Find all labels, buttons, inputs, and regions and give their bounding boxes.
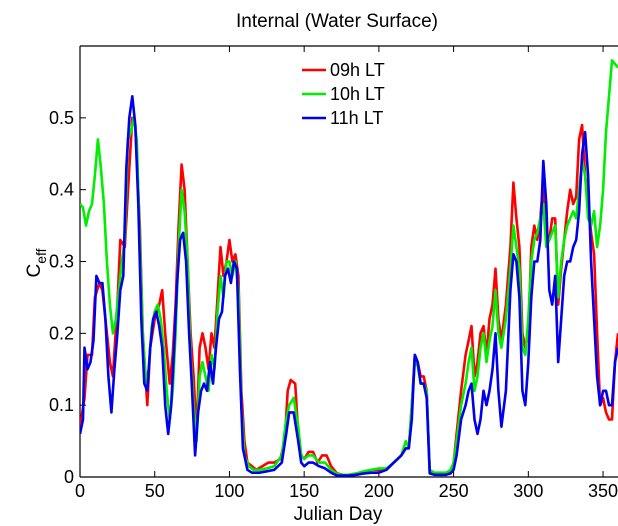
y-axis-label-subscript: eff	[33, 248, 49, 263]
y-tick-label: 0.2	[49, 323, 74, 343]
legend: 09h LT 10h LT 11h LT	[302, 60, 385, 128]
x-tick-label: 200	[364, 481, 394, 501]
x-axis-label: Julian Day	[294, 504, 383, 525]
y-tick-label: 0.3	[49, 252, 74, 272]
x-tick-label: 0	[75, 481, 85, 501]
x-tick-label: 50	[145, 481, 165, 501]
x-tick-label: 300	[513, 481, 543, 501]
y-ticks: 0 0.1 0.2 0.3 0.4 0.5	[49, 108, 86, 487]
x-tick-label: 150	[289, 481, 319, 501]
x-tick-label: 350	[588, 481, 618, 501]
x-tick-label: 250	[439, 481, 469, 501]
plot-area: 0 50 100 150 200 250 300 350 0 0.1 0.2 0.3 0.4 0.5	[49, 45, 618, 501]
legend-label: 11h LT	[330, 108, 383, 128]
series-line-11h-lt	[80, 95, 618, 477]
y-axis-label: Ceff	[24, 248, 49, 277]
y-tick-label: 0	[64, 467, 74, 487]
series-lines	[80, 59, 618, 477]
y-axis-label-main: C	[24, 264, 45, 278]
chart-title: Internal (Water Surface)	[236, 11, 438, 32]
y-tick-label: 0.5	[49, 108, 74, 128]
legend-label: 10h LT	[330, 84, 385, 104]
y-tick-label: 0.4	[49, 180, 74, 200]
legend-label: 09h LT	[330, 60, 385, 80]
series-line-09h-lt	[80, 116, 618, 477]
y-tick-label: 0.1	[49, 395, 74, 415]
x-ticks: 0 50 100 150 200 250 300 350	[75, 46, 618, 501]
x-tick-label: 100	[214, 481, 244, 501]
